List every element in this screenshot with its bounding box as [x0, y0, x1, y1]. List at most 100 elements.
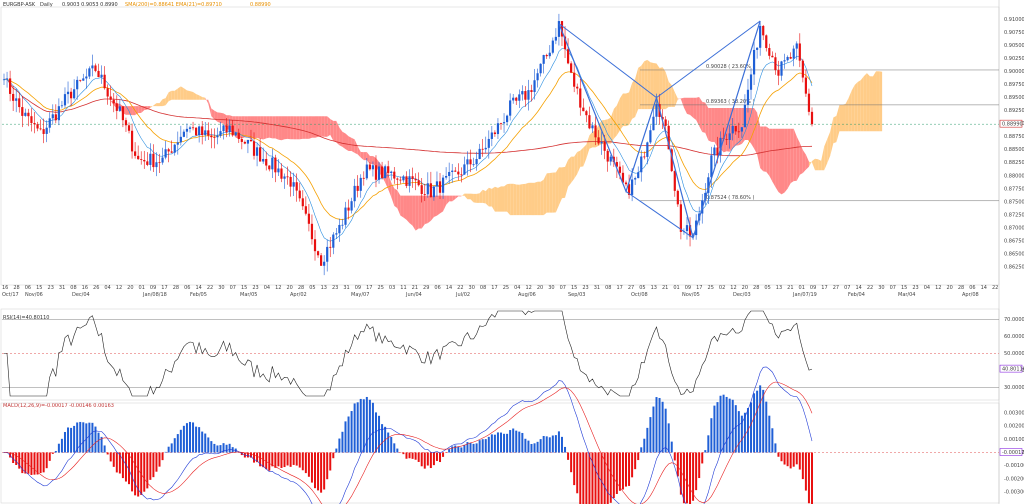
macd-histogram-bar [804, 452, 807, 491]
x-day-tick-label: 04 [264, 285, 270, 291]
macd-histogram-bar [475, 443, 478, 453]
macd-histogram-bar [82, 422, 85, 453]
x-month-tick-label: Aug/06 [518, 292, 536, 298]
macd-histogram-bar [408, 452, 411, 459]
candle-body [441, 177, 445, 193]
ichimoku-cloud-segment [354, 139, 358, 155]
macd-histogram-bar [387, 432, 390, 453]
candle-body [204, 130, 207, 136]
ichimoku-cloud-segment [485, 187, 489, 207]
x-day-tick-label: 16 [82, 285, 88, 291]
candle-body [152, 153, 155, 168]
candle-body [481, 148, 484, 150]
candle-body [624, 182, 628, 185]
macd-histogram-bar [789, 452, 792, 469]
ichimoku-cloud-segment [516, 184, 520, 216]
candle-body [173, 144, 176, 153]
ichimoku-cloud-segment [790, 128, 794, 184]
candle-body [792, 48, 795, 59]
ichimoku-cloud-segment [302, 116, 306, 139]
x-day-tick-label: 07 [890, 285, 896, 291]
ichimoku-cloud-segment [284, 116, 288, 140]
macd-histogram-bar [36, 452, 39, 475]
ichimoku-cloud-segment [723, 107, 727, 153]
x-day-tick-label: 08 [480, 285, 486, 291]
candle-body [347, 207, 350, 211]
ichimoku-cloud-segment [296, 116, 300, 140]
candle-body [716, 147, 719, 156]
ichimoku-cloud-segment [400, 195, 404, 218]
ichimoku-cloud-segment [266, 116, 270, 139]
ichimoku-cloud-segment [440, 195, 444, 214]
candle-body [198, 126, 201, 136]
candle-body [60, 105, 64, 107]
price-header-symbol: EURGBP-ASK [3, 2, 36, 8]
x-day-tick-label: 31 [343, 285, 349, 291]
macd-histogram-bar [170, 443, 173, 453]
macd-histogram-bar [45, 452, 48, 469]
ichimoku-cloud-segment [427, 195, 431, 224]
macd-histogram-bar [762, 389, 765, 453]
macd-histogram-bar [731, 399, 734, 453]
candle-body [740, 127, 743, 132]
candle-body [42, 129, 45, 134]
candle-body [259, 147, 262, 162]
ichimoku-cloud-segment [95, 89, 99, 93]
ichimoku-cloud-segment [555, 167, 559, 213]
x-day-tick-label: 15 [36, 285, 42, 291]
x-day-tick-label: 30 [878, 285, 884, 291]
ichimoku-cloud-segment [857, 80, 861, 132]
macd-histogram-bar [57, 443, 60, 453]
macd-histogram-bar [371, 402, 374, 453]
ichimoku-cloud-segment [528, 182, 532, 216]
macd-histogram-bar [48, 452, 51, 461]
candle-body [505, 115, 509, 123]
macd-tick-label: -0.00100 [1004, 463, 1024, 469]
ichimoku-cloud-segment [494, 186, 498, 212]
macd-histogram-bar [460, 447, 463, 453]
macd-histogram-bar [451, 446, 454, 453]
candle-body [219, 131, 222, 136]
candle-body [490, 132, 493, 139]
candle-body [91, 65, 94, 69]
macd-histogram-bar [24, 452, 27, 474]
ichimoku-cloud-segment [409, 195, 413, 226]
ichimoku-cloud-segment [293, 116, 297, 140]
candle-body [496, 123, 500, 135]
x-day-tick-label: 20 [946, 285, 952, 291]
ichimoku-cloud-segment [665, 71, 669, 110]
fib-level-label: 0.87524 ( 78.60% ) [706, 195, 754, 201]
ichimoku-cloud-segment [583, 144, 587, 167]
macd-histogram-bar [54, 450, 57, 453]
macd-histogram-bar [634, 452, 637, 470]
rsi-current-label: 40.80110 [1002, 367, 1024, 373]
x-day-tick-label: 25 [708, 285, 714, 291]
macd-histogram-bar [442, 452, 445, 457]
ichimoku-cloud-segment [360, 152, 364, 161]
candle-body [545, 55, 548, 57]
x-month-tick-label: Feb/05 [190, 292, 207, 298]
ichimoku-cloud-segment [558, 167, 562, 206]
macd-histogram-bar [314, 452, 317, 489]
ichimoku-cloud-segment [872, 71, 877, 132]
macd-histogram-bar [676, 452, 679, 477]
macd-histogram-bar [134, 452, 137, 496]
ichimoku-cloud-segment [793, 128, 797, 182]
candle-body [414, 178, 417, 181]
macd-histogram-bar [728, 398, 731, 453]
candle-body [640, 156, 643, 173]
macd-histogram-bar [798, 452, 801, 470]
candle-body [182, 131, 185, 137]
x-day-tick-label: 12 [116, 285, 122, 291]
ichimoku-cloud-segment [324, 116, 328, 137]
macd-histogram-bar [625, 452, 628, 487]
macd-histogram-bar [128, 452, 131, 485]
macd-histogram-bar [670, 441, 673, 453]
ichimoku-cloud-segment [333, 120, 337, 143]
ichimoku-cloud-segment [455, 195, 459, 200]
candle-body [728, 133, 731, 140]
macd-histogram-bar [734, 405, 737, 453]
x-day-tick-label: 28 [13, 285, 19, 291]
x-day-tick-label: 20 [537, 285, 543, 291]
